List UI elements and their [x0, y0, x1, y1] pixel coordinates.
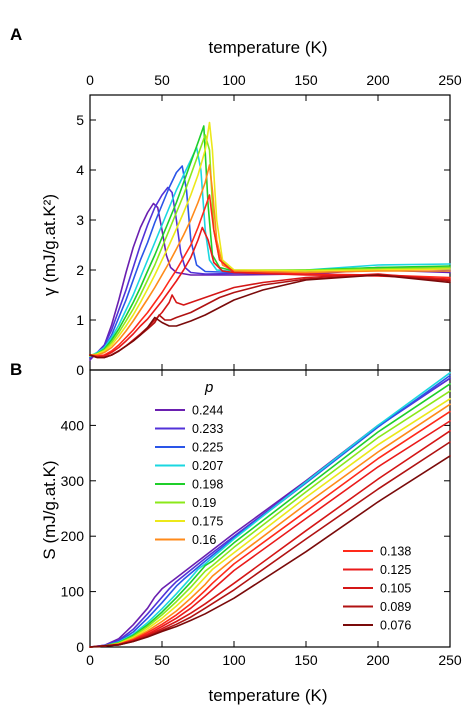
panel-a-ytick-label: 3: [76, 212, 84, 228]
panel-b-xtick-label: 0: [86, 652, 94, 668]
panel-a-yaxis-title: γ (mJ/g.at.K²): [40, 194, 59, 296]
panel-a-series-0.138: [89, 194, 451, 357]
panel-a-ytick-label: 5: [76, 112, 84, 128]
panel-a-series-0.225: [89, 165, 451, 359]
panel-b-ytick-label: 200: [61, 528, 85, 544]
panel-a-series-0.16: [89, 164, 451, 356]
legend-label-0.16: 0.16: [192, 533, 216, 547]
panel-b-ytick-label: 400: [61, 417, 85, 433]
panel-a-xtick-label: 150: [294, 72, 318, 88]
panel-b-yaxis-title: S (mJ/g.at.K): [40, 460, 59, 559]
panel-a-xtick-label: 250: [438, 72, 462, 88]
panel-a-ytick-label: 0: [76, 362, 84, 378]
legend-label-0.076: 0.076: [380, 619, 411, 633]
legend-label-0.233: 0.233: [192, 422, 223, 436]
panel-b-series-0.244: [89, 377, 451, 648]
panel-b-ytick-label: 100: [61, 584, 85, 600]
panel-a-ytick-label: 2: [76, 262, 84, 278]
panel-b-ytick-label: 300: [61, 473, 85, 489]
panel-a-ytick-label: 4: [76, 162, 84, 178]
legend-label-0.125: 0.125: [380, 563, 411, 577]
panel-b-xaxis-title: temperature (K): [208, 686, 327, 705]
panel-a-label: A: [10, 25, 22, 44]
panel-a-xaxis-title: temperature (K): [208, 38, 327, 57]
panel-b-frame: [89, 369, 451, 648]
legend-title: p: [204, 379, 213, 396]
panel-a-xtick-label: 200: [366, 72, 390, 88]
panel-b-series-0.105: [89, 430, 451, 648]
legend-label-0.198: 0.198: [192, 478, 223, 492]
panel-a-series-0.233: [89, 186, 451, 359]
panel-b-xtick-label: 250: [438, 652, 462, 668]
panel-b-xtick-label: 200: [366, 652, 390, 668]
panel-a-xtick-label: 0: [86, 72, 94, 88]
legend: 0.244 0.233 0.225 0.207 0.198 0.19 0.175 0.16 0.…: [155, 404, 411, 633]
panel-a-series-0.198: [89, 125, 451, 357]
panel-b-ytick-label: 0: [76, 639, 84, 655]
panel-a-plot: 0 50 100 150 200 250 0 1 2 3 4 5: [76, 72, 462, 378]
panel-a-series-0.207: [89, 146, 451, 357]
legend-label-0.19: 0.19: [192, 496, 216, 510]
panel-a-series-0.244: [89, 202, 451, 361]
legend-label-0.089: 0.089: [380, 600, 411, 614]
panel-b-label: B: [10, 360, 22, 379]
panel-b-xtick-label: 150: [294, 652, 318, 668]
panel-a-xtick-label: 100: [222, 72, 246, 88]
legend-label-0.207: 0.207: [192, 459, 223, 473]
panel-a-xtick-label: 50: [154, 72, 170, 88]
panel-a-series-0.125: [89, 226, 451, 358]
panel-a-frame: [89, 94, 451, 371]
panel-b-xtick-label: 100: [222, 652, 246, 668]
legend-label-0.225: 0.225: [192, 441, 223, 455]
panel-b-series-0.076: [89, 455, 451, 648]
legend-label-0.175: 0.175: [192, 515, 223, 529]
panel-b-xtick-label: 50: [154, 652, 170, 668]
legend-label-0.105: 0.105: [380, 582, 411, 596]
panel-b-plot: 0 50 100 150 200 250 0 100 200 300 400: [61, 369, 462, 668]
legend-label-0.138: 0.138: [380, 545, 411, 559]
panel-a-series-0.175: [89, 121, 451, 356]
legend-label-0.244: 0.244: [192, 404, 223, 418]
panel-a-series-0.076: [89, 274, 451, 359]
panel-a-ytick-label: 1: [76, 312, 84, 328]
